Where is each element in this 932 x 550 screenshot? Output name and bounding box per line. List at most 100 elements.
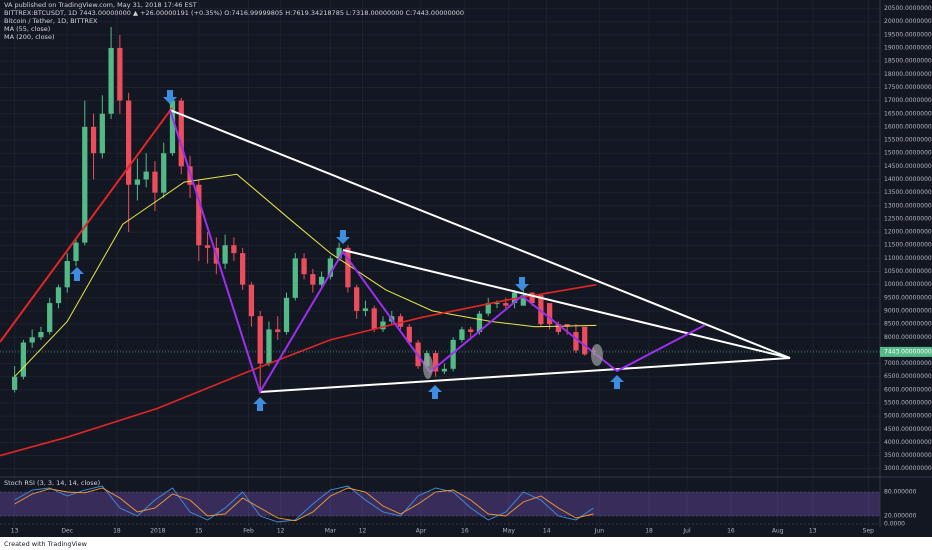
x-tick-label: 15 (195, 528, 203, 535)
y-tick-label: 12000.00000000 (884, 229, 932, 236)
x-tick-label: Dec (61, 528, 73, 535)
candle-body (38, 332, 44, 338)
x-tick-label: 16 (461, 528, 469, 535)
grid (0, 0, 880, 527)
candle-body (178, 100, 184, 167)
candle-body (380, 321, 386, 330)
y-tick-label: 6500.00000000 (884, 373, 932, 380)
candle-body (573, 332, 579, 351)
candle-body (47, 303, 53, 333)
axis-labels: 13 Dec 18 2018 15 Feb 12 Mar 12 Apr 16 May 14 Jun 18 Ju… (0, 5, 932, 535)
x-tick-label: Apr (416, 528, 427, 535)
osc-line (14, 485, 594, 523)
candle-body (134, 179, 141, 185)
y-tick-label: 11000.00000000 (884, 255, 932, 262)
candle-body (564, 324, 570, 327)
x-tick-label: 2018 (150, 528, 165, 535)
osc-tick-label: 20.000000 (884, 513, 917, 520)
y-tick-label: 12500.00000000 (884, 215, 932, 222)
candle-body (55, 287, 62, 304)
candle-body (476, 313, 483, 333)
last-price-label: 7443.00000000 (884, 348, 932, 355)
candle-body (494, 303, 500, 305)
x-tick-label: 12 (277, 528, 285, 535)
y-tick-label: 4000.00000000 (884, 439, 932, 446)
trend-line (0, 107, 173, 343)
quote: BITTREX:BTCUSDT, 1D 7443.00000000 ▲ +26.… (4, 9, 464, 17)
candle-body (520, 295, 526, 306)
oscillator-title: Stoch RSI (3, 3, 14, 14, close) (4, 479, 100, 487)
last-price-box (880, 346, 932, 357)
osc-tick-label: 80.000000 (884, 489, 917, 496)
candle-body (73, 242, 79, 262)
candle-body (441, 368, 448, 372)
candle-body (117, 48, 123, 101)
candle-body (310, 274, 316, 285)
candle-body (248, 284, 255, 317)
candle-body (450, 339, 456, 369)
candle-body (547, 303, 553, 325)
arrow-up (428, 385, 442, 399)
y-tick-label: 13000.00000000 (884, 202, 932, 209)
y-tick-label: 15500.00000000 (884, 137, 932, 144)
candle-body (345, 247, 351, 288)
y-tick-label: 18000.00000000 (884, 71, 932, 78)
osc-line (14, 487, 594, 522)
marker-ellipse (423, 355, 433, 379)
x-tick-label: 13 (11, 528, 19, 535)
y-tick-label: 19500.00000000 (884, 31, 932, 38)
candle-body (108, 48, 114, 114)
candle-body (292, 258, 298, 298)
candle-body (257, 316, 263, 364)
x-tick-label: Jul (682, 528, 691, 535)
legend-entry: MA (55, close) (4, 25, 50, 33)
y-tick-label: 6000.00000000 (884, 386, 932, 393)
candle-body (11, 376, 18, 390)
arrow-up (70, 267, 84, 281)
y-tick-label: 3500.00000000 (884, 452, 932, 459)
candle-body (301, 258, 307, 275)
y-tick-label: 8500.00000000 (884, 321, 932, 328)
y-tick-label: 17500.00000000 (884, 84, 932, 91)
candle-body (64, 261, 70, 288)
candle-body (468, 329, 474, 333)
trend-line (342, 249, 791, 359)
y-tick-label: 3000.00000000 (884, 465, 932, 472)
y-tick-label: 8000.00000000 (884, 334, 932, 341)
candle-body (582, 326, 588, 355)
x-tick-label: 14 (543, 528, 551, 535)
candle-body (152, 171, 158, 193)
drawings (0, 90, 791, 411)
y-tick-label: 10500.00000000 (884, 268, 932, 275)
candle-body (90, 126, 97, 154)
candle-body (485, 303, 491, 314)
y-tick-label: 4500.00000000 (884, 426, 932, 433)
y-tick-label: 10000.00000000 (884, 281, 932, 288)
x-tick-label: Sep (863, 528, 875, 535)
y-tick-label: 13500.00000000 (884, 189, 932, 196)
candle-body (362, 308, 369, 311)
x-tick-label: 18 (645, 528, 653, 535)
trend-line (259, 357, 791, 393)
x-tick-label: Jun (594, 528, 605, 535)
arrow-down (163, 90, 177, 104)
x-tick-label: Mar (325, 528, 337, 535)
candle-body (20, 342, 27, 377)
x-tick-label: 16 (727, 528, 735, 535)
y-tick-label: 17000.00000000 (884, 97, 932, 104)
y-tick-label: 18500.00000000 (884, 58, 932, 65)
footer-bar (0, 537, 932, 550)
x-tick-label: May (503, 528, 516, 535)
candle-body (143, 171, 149, 180)
footer: Created with TradingView (4, 540, 88, 548)
y-tick-label: 14000.00000000 (884, 176, 932, 183)
oscillator-pane (0, 485, 880, 525)
x-tick-label: Aug (772, 528, 784, 535)
candle-body (354, 287, 360, 311)
x-tick-label: 13 (809, 528, 817, 535)
candle-body (459, 329, 465, 340)
oscillator-band (0, 492, 880, 516)
y-tick-label: 15000.00000000 (884, 150, 932, 157)
candle-body (266, 329, 272, 364)
candle-body (555, 324, 562, 333)
